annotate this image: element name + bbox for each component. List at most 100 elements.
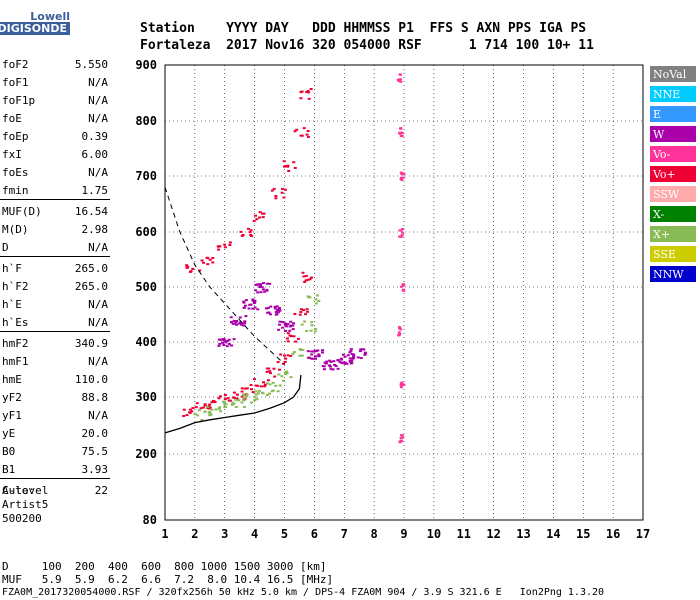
trace-point: [243, 304, 247, 307]
logo-line2: DIGISONDE: [0, 22, 70, 35]
trace-point: [286, 332, 290, 335]
x-tick-label: 4: [251, 527, 258, 541]
trace-point: [197, 409, 201, 412]
param-value: N/A: [88, 241, 108, 254]
trace-point: [325, 360, 329, 363]
trace-point: [332, 360, 336, 363]
x-tick-label: 8: [371, 527, 378, 541]
trace-point: [265, 382, 269, 385]
param-label: B1: [2, 463, 16, 476]
trace-point: [240, 401, 244, 404]
trace-point: [235, 397, 239, 400]
param-separator: [0, 256, 110, 257]
param-row: foF1p N/A: [2, 94, 108, 108]
trace-point: [333, 363, 337, 366]
trace-point: [240, 387, 244, 390]
trace-point: [309, 276, 313, 279]
y-tick-label: 800: [135, 114, 157, 128]
trace-point: [402, 172, 406, 175]
trace-point: [280, 191, 284, 194]
trace-point: [268, 313, 272, 316]
param-value: 340.9: [74, 337, 108, 350]
trace-point: [193, 412, 197, 415]
param-value: 22: [94, 484, 108, 497]
trace-point: [282, 160, 286, 163]
trace-point: [218, 395, 222, 398]
trace-point: [361, 348, 365, 351]
param-value: 110.0: [74, 373, 108, 386]
trace-point: [327, 364, 331, 367]
trace-point: [274, 197, 278, 200]
trace-point: [306, 130, 310, 133]
muf-dashed-curve: [164, 187, 285, 365]
trace-point: [400, 173, 404, 176]
trace-point: [258, 284, 262, 287]
trace-point: [242, 399, 246, 402]
trace-point: [257, 389, 261, 392]
trace-point: [398, 326, 402, 329]
trace-point: [282, 165, 286, 168]
trace-point: [259, 385, 263, 388]
trace-point: [288, 325, 292, 328]
param-row: B1 3.93: [2, 463, 108, 477]
trace-point: [245, 387, 249, 390]
trace-point: [307, 296, 311, 299]
trace-point: [190, 410, 194, 413]
trace-point: [402, 383, 406, 386]
trace-point: [283, 360, 287, 363]
trace-point: [399, 434, 403, 437]
y-tick-label: 600: [135, 225, 157, 239]
trace-point: [271, 381, 275, 384]
trace-point: [306, 350, 310, 353]
trace-point: [340, 362, 344, 365]
trace-point: [279, 353, 283, 356]
trace-point: [272, 187, 276, 190]
param-row: foEs N/A: [2, 166, 108, 180]
trace-point: [305, 133, 309, 136]
trace-point: [244, 315, 248, 318]
trace-point: [258, 211, 262, 214]
legend-item: E: [650, 106, 696, 124]
trace-point: [400, 381, 404, 384]
trace-point: [234, 398, 238, 401]
trace-point: [249, 233, 253, 236]
param-label: foF1p: [2, 94, 36, 107]
trace-point: [284, 329, 288, 332]
param-label: MUF(D): [2, 205, 42, 218]
trace-point: [399, 328, 403, 331]
trace-point: [234, 406, 238, 409]
trace-point: [226, 397, 230, 400]
trace-point: [258, 216, 262, 219]
trace-point: [250, 388, 254, 391]
trace-point: [244, 387, 248, 390]
param-row: B0 75.5: [2, 445, 108, 459]
trace-point: [231, 401, 235, 404]
trace-point: [251, 298, 255, 301]
legend-item: W: [650, 126, 696, 144]
trace-point: [223, 243, 227, 246]
param-separator: [0, 199, 110, 200]
trace-point: [310, 357, 314, 360]
trace-point: [256, 308, 260, 311]
trace-point: [276, 390, 280, 393]
trace-point: [250, 401, 254, 404]
trace-point: [282, 379, 286, 382]
trace-point: [289, 376, 293, 379]
trace-point: [402, 283, 406, 286]
trace-point: [338, 361, 342, 364]
trace-point: [400, 234, 404, 237]
trace-point: [249, 383, 253, 386]
param-value: N/A: [88, 76, 108, 89]
trace-point: [275, 309, 279, 312]
trace-point: [314, 350, 318, 353]
header-line1: Station YYYY DAY DDD HHMMSS P1 FFS S AXN…: [140, 21, 587, 36]
legend-item: Vo+: [650, 166, 696, 184]
trace-point: [217, 338, 221, 341]
param-label: C-level: [2, 484, 49, 497]
trace-point: [314, 302, 318, 305]
trace-point: [211, 261, 215, 264]
trace-point: [227, 399, 231, 402]
trace-point: [235, 323, 239, 326]
trace-point: [265, 282, 269, 285]
trace-point: [243, 397, 247, 400]
